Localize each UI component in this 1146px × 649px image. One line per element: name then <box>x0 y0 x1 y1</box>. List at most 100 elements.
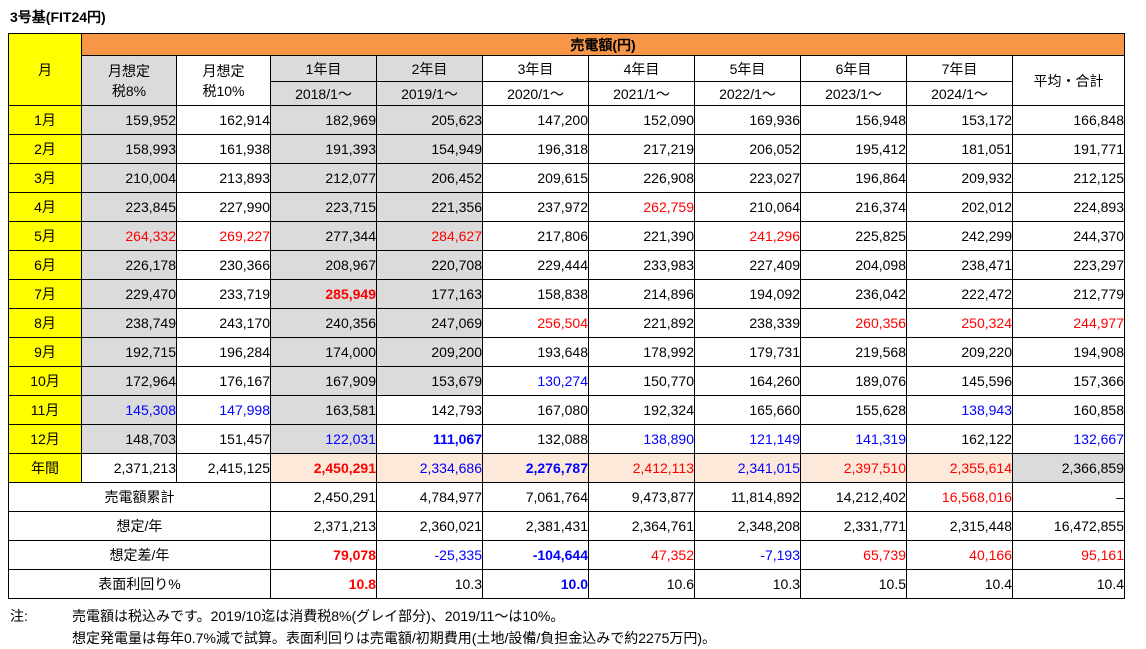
col-header-est10-line1: 月想定 <box>202 62 245 79</box>
footnotes: 注: 売電額は税込みです。2019/10迄は消費税8%(グレイ部分)、2019/… <box>8 605 1138 649</box>
value-cell: 238,339 <box>694 308 801 338</box>
value-cell: 122,031 <box>270 424 377 454</box>
value-cell: 79,078 <box>270 540 377 570</box>
value-cell: 160,858 <box>1012 395 1125 425</box>
month-label: 12月 <box>8 424 82 454</box>
value-cell: 256,504 <box>482 308 589 338</box>
note-indent <box>8 627 72 649</box>
month-label: 5月 <box>8 221 82 251</box>
value-cell: 284,627 <box>376 221 483 251</box>
value-cell: 220,708 <box>376 250 483 280</box>
value-cell: 2,360,021 <box>376 511 483 541</box>
value-cell: 14,212,402 <box>800 482 907 512</box>
value-cell: 152,090 <box>588 105 695 135</box>
value-cell: 2,450,291 <box>270 453 377 483</box>
value-cell: 154,949 <box>376 134 483 164</box>
value-cell: 194,908 <box>1012 337 1125 367</box>
value-cell: 209,932 <box>906 163 1013 193</box>
value-cell: 182,969 <box>270 105 377 135</box>
value-cell: 121,149 <box>694 424 801 454</box>
value-cell: 226,178 <box>81 250 177 280</box>
month-row: 7月 229,470 233,719 285,949 177,163 158,838 214… <box>8 279 1125 309</box>
value-cell: 237,972 <box>482 192 589 222</box>
value-cell: 142,793 <box>376 395 483 425</box>
value-cell: 162,122 <box>906 424 1013 454</box>
month-row: 11月 145,308 147,998 163,581 142,793 167,080 19… <box>8 395 1125 425</box>
year-start-date: 2021/1〜 <box>588 81 695 106</box>
value-cell: 194,092 <box>694 279 801 309</box>
note-text-2: 想定発電量は毎年0.7%減で試算。表面利回りは売電額/初期費用(土地/設備/負担… <box>72 630 717 646</box>
banner-row: 月 売電額(円) <box>8 33 1125 106</box>
value-cell: 209,200 <box>376 337 483 367</box>
value-cell: 221,390 <box>588 221 695 251</box>
value-cell: 141,319 <box>800 424 907 454</box>
value-cell: 2,450,291 <box>270 482 377 512</box>
value-cell: 221,356 <box>376 192 483 222</box>
value-cell: 4,784,977 <box>376 482 483 512</box>
value-cell: 155,628 <box>800 395 907 425</box>
value-cell: 2,364,761 <box>588 511 695 541</box>
value-cell: 2,371,213 <box>81 453 177 483</box>
col-header-est8-line2: 税8% <box>111 82 147 99</box>
value-cell: 238,471 <box>906 250 1013 280</box>
value-cell: 138,943 <box>906 395 1013 425</box>
value-cell: 161,938 <box>176 134 271 164</box>
value-cell: 229,470 <box>81 279 177 309</box>
value-cell: 227,990 <box>176 192 271 222</box>
value-cell: 138,890 <box>588 424 695 454</box>
col-header-est10: 月想定 税10% <box>176 55 271 106</box>
note-text-1: 売電額は税込みです。2019/10迄は消費税8%(グレイ部分)、2019/11〜… <box>72 608 565 624</box>
value-cell: 191,771 <box>1012 134 1125 164</box>
year-col-header: 5年目 <box>694 55 801 82</box>
value-cell: – <box>1012 482 1125 512</box>
summary-row: 売電額累計 2,450,291 4,784,977 7,061,764 9,473,87… <box>8 482 1125 512</box>
value-cell: 260,356 <box>800 308 907 338</box>
value-cell: 2,415,125 <box>176 453 271 483</box>
summary-row: 表面利回り% 10.8 10.3 10.0 10.6 10.3 10.5 10.4 10.4 <box>8 569 1125 599</box>
year-col-header: 7年目 <box>906 55 1013 82</box>
value-cell: 250,324 <box>906 308 1013 338</box>
value-cell: 221,892 <box>588 308 695 338</box>
value-cell: 10.4 <box>1012 569 1125 599</box>
value-cell: 230,366 <box>176 250 271 280</box>
month-row: 9月 192,715 196,284 174,000 209,200 193,648 178… <box>8 337 1125 367</box>
value-cell: 193,648 <box>482 337 589 367</box>
value-cell: 11,814,892 <box>694 482 801 512</box>
value-cell: 95,161 <box>1012 540 1125 570</box>
value-cell: 162,914 <box>176 105 271 135</box>
value-cell: 196,284 <box>176 337 271 367</box>
value-cell: 206,452 <box>376 163 483 193</box>
value-cell: 145,308 <box>81 395 177 425</box>
value-cell: 40,166 <box>906 540 1013 570</box>
table-banner: 売電額(円) <box>81 33 1125 56</box>
value-cell: 2,371,213 <box>270 511 377 541</box>
value-cell: 242,299 <box>906 221 1013 251</box>
value-cell: 10.8 <box>270 569 377 599</box>
revenue-table: 月 売電額(円) 月想定 税8% 月想定 税10% 1年目 2年目 3年目 4年… <box>8 33 1125 599</box>
value-cell: 111,067 <box>376 424 483 454</box>
value-cell: 233,983 <box>588 250 695 280</box>
year-start-date: 2023/1〜 <box>800 81 907 106</box>
value-cell: 2,381,431 <box>482 511 589 541</box>
annual-row: 年間 2,371,213 2,415,125 2,450,291 2,334,686 2,… <box>8 453 1125 483</box>
value-cell: 285,949 <box>270 279 377 309</box>
value-cell: 159,952 <box>81 105 177 135</box>
year-start-date: 2019/1〜 <box>376 81 483 106</box>
value-cell: 2,341,015 <box>694 453 801 483</box>
value-cell: 196,318 <box>482 134 589 164</box>
annual-label: 年間 <box>8 453 82 483</box>
value-cell: 236,042 <box>800 279 907 309</box>
month-row: 12月 148,703 151,457 122,031 111,067 132,088 13… <box>8 424 1125 454</box>
value-cell: 223,297 <box>1012 250 1125 280</box>
value-cell: 213,893 <box>176 163 271 193</box>
value-cell: 65,739 <box>800 540 907 570</box>
value-cell: 264,332 <box>81 221 177 251</box>
value-cell: 132,088 <box>482 424 589 454</box>
month-label: 1月 <box>8 105 82 135</box>
month-label: 11月 <box>8 395 82 425</box>
month-label: 3月 <box>8 163 82 193</box>
summary-label: 表面利回り% <box>8 569 271 599</box>
value-cell: 224,893 <box>1012 192 1125 222</box>
value-cell: 157,366 <box>1012 366 1125 396</box>
value-cell: 172,964 <box>81 366 177 396</box>
